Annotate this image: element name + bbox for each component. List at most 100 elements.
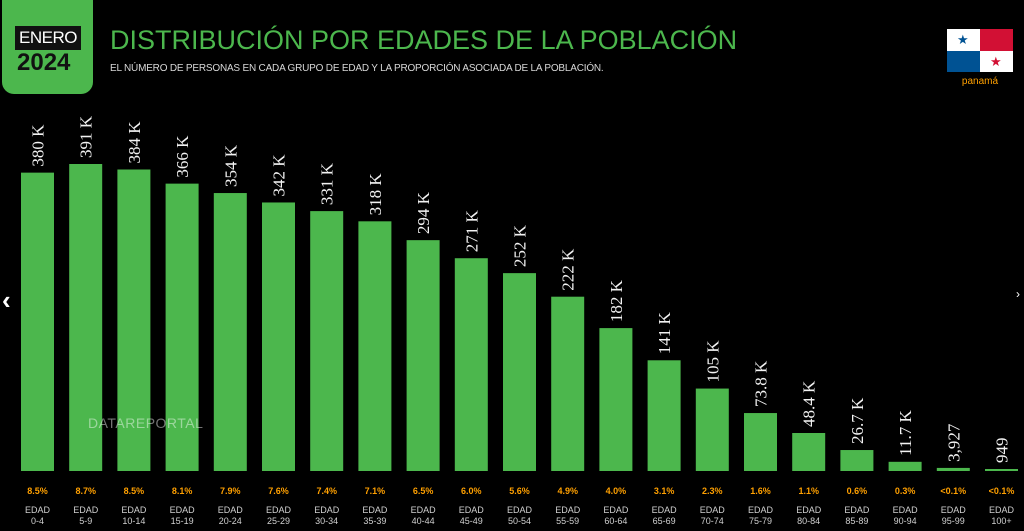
bar-55-59 — [551, 296, 585, 471]
date-badge: ENERO 2024 — [2, 0, 93, 94]
category-prefix-70-74: EDAD — [700, 505, 726, 515]
category-label-65-69: 65-69 — [653, 516, 676, 526]
category-label-0-4: 0-4 — [31, 516, 44, 526]
value-label-50-54: 252 K — [511, 224, 530, 267]
value-label-85-89: 26.7 K — [848, 397, 867, 444]
percent-label-55-59: 4.9% — [557, 486, 578, 496]
next-slide-button[interactable]: › — [1016, 287, 1020, 301]
category-label-30-34: 30-34 — [315, 516, 338, 526]
value-label-60-64: 182 K — [607, 279, 626, 322]
category-prefix-85-89: EDAD — [844, 505, 870, 515]
bar-60-64 — [599, 328, 633, 471]
category-prefix-75-79: EDAD — [748, 505, 774, 515]
bar-50-54 — [503, 273, 536, 471]
panama-flag-icon: ★ ★ — [947, 29, 1013, 72]
percent-label-0-4: 8.5% — [27, 486, 48, 496]
category-label-45-49: 45-49 — [460, 516, 483, 526]
percent-label-70-74: 2.3% — [702, 486, 723, 496]
category-label-90-94: 90-94 — [894, 516, 917, 526]
bar-5-9 — [69, 164, 103, 471]
percent-label-10-14: 8.5% — [124, 486, 145, 496]
category-prefix-55-59: EDAD — [555, 505, 581, 515]
category-label-95-99: 95-99 — [942, 516, 965, 526]
category-label-40-44: 40-44 — [412, 516, 435, 526]
percent-label-75-79: 1.6% — [750, 486, 771, 496]
bar-70-74 — [695, 388, 729, 471]
bar-100+ — [985, 469, 1018, 471]
value-label-95-99: 3,927 — [944, 423, 963, 462]
percent-label-90-94: 0.3% — [895, 486, 916, 496]
category-prefix-5-9: EDAD — [73, 505, 99, 515]
value-label-65-69: 141 K — [655, 312, 674, 355]
bar-80-84 — [792, 432, 826, 471]
category-label-100+: 100+ — [991, 516, 1011, 526]
percent-label-60-64: 4.0% — [606, 486, 627, 496]
bar-40-44 — [406, 240, 440, 471]
category-prefix-35-39: EDAD — [362, 505, 388, 515]
bar-90-94 — [888, 461, 922, 471]
value-label-75-79: 73.8 K — [752, 360, 771, 407]
bar-30-34 — [310, 211, 344, 471]
bar-0-4 — [21, 172, 54, 471]
category-label-55-59: 55-59 — [556, 516, 579, 526]
category-prefix-90-94: EDAD — [893, 505, 919, 515]
category-prefix-95-99: EDAD — [941, 505, 967, 515]
category-label-25-29: 25-29 — [267, 516, 290, 526]
bar-45-49 — [454, 258, 488, 471]
percent-label-15-19: 8.1% — [172, 486, 193, 496]
category-label-10-14: 10-14 — [122, 516, 145, 526]
percent-label-100+: <0.1% — [989, 486, 1015, 496]
category-prefix-40-44: EDAD — [411, 505, 437, 515]
category-prefix-30-34: EDAD — [314, 505, 340, 515]
bar-35-39 — [358, 221, 392, 471]
percent-label-20-24: 7.9% — [220, 486, 241, 496]
bar-95-99 — [936, 467, 970, 471]
category-prefix-0-4: EDAD — [25, 505, 51, 515]
bar-75-79 — [744, 413, 777, 471]
value-label-40-44: 294 K — [414, 191, 433, 234]
bar-20-24 — [213, 193, 247, 471]
value-label-20-24: 354 K — [221, 144, 240, 187]
category-label-75-79: 75-79 — [749, 516, 772, 526]
value-label-0-4: 380 K — [29, 124, 48, 167]
page-title: DISTRIBUCIÓN POR EDADES DE LA POBLACIÓN — [110, 25, 738, 55]
value-label-70-74: 105 K — [703, 340, 722, 383]
category-label-5-9: 5-9 — [79, 516, 92, 526]
percent-label-65-69: 3.1% — [654, 486, 675, 496]
value-label-55-59: 222 K — [559, 248, 578, 291]
page-subtitle: EL NÚMERO DE PERSONAS EN CADA GRUPO DE E… — [110, 63, 604, 74]
category-prefix-45-49: EDAD — [459, 505, 485, 515]
value-label-15-19: 366 K — [173, 135, 192, 178]
badge-year: 2024 — [17, 49, 71, 76]
category-prefix-80-84: EDAD — [796, 505, 822, 515]
bar-15-19 — [165, 183, 199, 471]
category-label-20-24: 20-24 — [219, 516, 242, 526]
category-label-50-54: 50-54 — [508, 516, 531, 526]
category-prefix-65-69: EDAD — [652, 505, 678, 515]
category-prefix-60-64: EDAD — [603, 505, 629, 515]
value-label-10-14: 384 K — [125, 121, 144, 164]
percent-label-85-89: 0.6% — [847, 486, 868, 496]
bar-65-69 — [647, 360, 681, 471]
category-label-80-84: 80-84 — [797, 516, 820, 526]
percent-label-80-84: 1.1% — [798, 486, 819, 496]
percent-label-30-34: 7.4% — [316, 486, 337, 496]
percent-label-25-29: 7.6% — [268, 486, 289, 496]
category-label-85-89: 85-89 — [845, 516, 868, 526]
category-prefix-25-29: EDAD — [266, 505, 292, 515]
country-label: panamá — [961, 76, 999, 87]
value-label-45-49: 271 K — [462, 209, 481, 252]
category-prefix-10-14: EDAD — [121, 505, 147, 515]
value-label-100+: 949 — [993, 438, 1012, 464]
prev-slide-button[interactable]: ‹ — [2, 285, 11, 315]
percent-label-40-44: 6.5% — [413, 486, 434, 496]
watermark: DATAREPORTAL — [88, 415, 204, 431]
value-label-5-9: 391 K — [77, 115, 96, 158]
value-label-30-34: 331 K — [318, 162, 337, 205]
bar-85-89 — [840, 450, 874, 471]
category-prefix-15-19: EDAD — [170, 505, 196, 515]
category-label-70-74: 70-74 — [701, 516, 724, 526]
badge-month: ENERO — [15, 26, 81, 50]
value-label-90-94: 11.7 K — [896, 409, 915, 455]
